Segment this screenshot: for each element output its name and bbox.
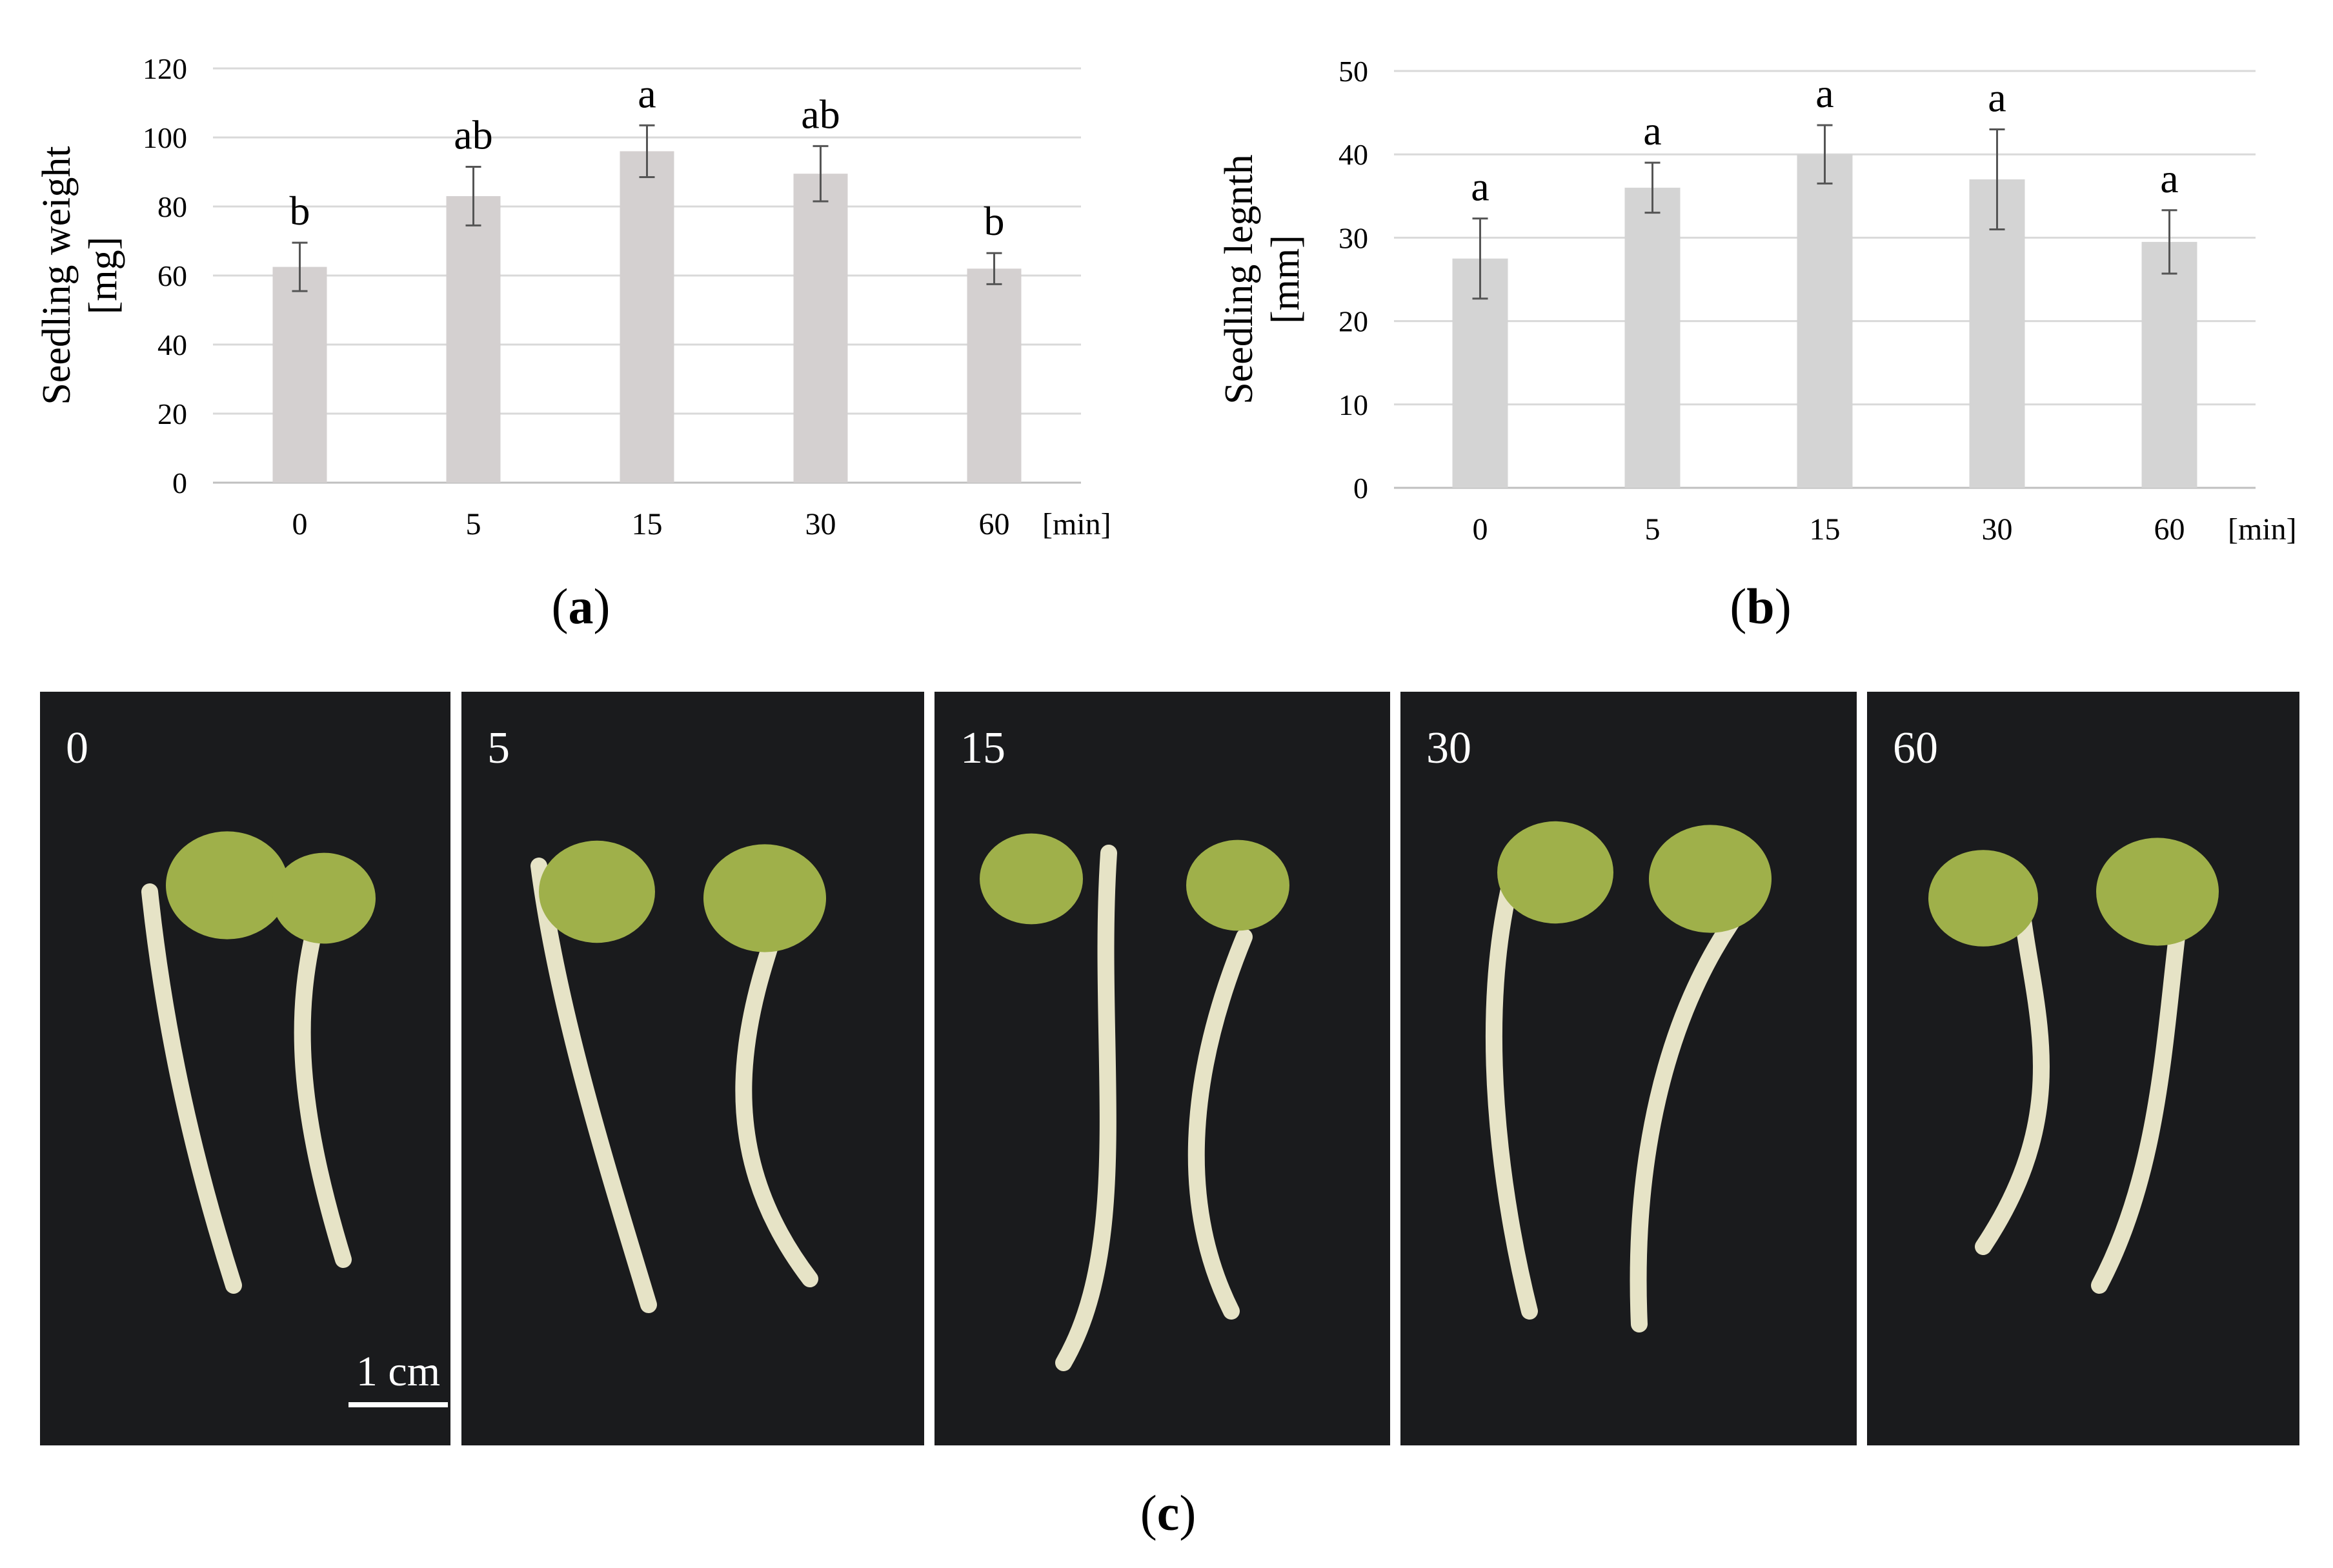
photo-panel-label: 5 <box>487 723 510 773</box>
seed <box>539 840 655 943</box>
photo-background <box>1400 692 1857 1445</box>
seed <box>1497 821 1613 924</box>
caption-b: (b) <box>1730 578 1792 634</box>
seedling-sprout <box>735 896 818 1287</box>
seed <box>166 831 288 940</box>
seed <box>272 852 376 944</box>
seed <box>1186 839 1289 931</box>
seed <box>2096 838 2219 946</box>
photo-panel: 15 <box>934 692 1390 1445</box>
caption-c: (c) <box>1140 1485 1197 1541</box>
photo-background <box>40 692 450 1445</box>
scale-bar-label: 1 cm <box>356 1348 440 1395</box>
photo-panel-label: 15 <box>960 723 1005 773</box>
photo-panel-label: 60 <box>1893 723 1938 773</box>
seedling-sprout <box>141 883 242 1294</box>
seed <box>1928 850 2038 947</box>
seedling-sprout <box>294 909 352 1268</box>
seedling-sprout <box>1975 903 2050 1255</box>
photo-panel: 60 <box>1867 692 2299 1445</box>
seedling-sprout <box>1055 845 1117 1371</box>
photo-background <box>1867 692 2299 1445</box>
seed <box>703 844 826 952</box>
seed <box>980 833 1083 925</box>
photo-panel: 30 <box>1400 692 1857 1445</box>
photo-background <box>461 692 924 1445</box>
seedling-sprout <box>2091 929 2185 1294</box>
photo-panel: 5 <box>461 692 924 1445</box>
photo-background <box>934 692 1390 1445</box>
seedling-sprout <box>1187 929 1253 1320</box>
photo-panel: 0 1 cm <box>40 692 450 1445</box>
photo-panel-label: 30 <box>1426 723 1471 773</box>
seedling-sprout <box>1486 851 1538 1320</box>
caption-a: (a) <box>551 578 611 634</box>
photo-panel-label: 0 <box>66 723 88 773</box>
seedling-sprout <box>1630 890 1757 1332</box>
seed <box>1649 825 1772 933</box>
seedling-sprout <box>530 858 657 1313</box>
